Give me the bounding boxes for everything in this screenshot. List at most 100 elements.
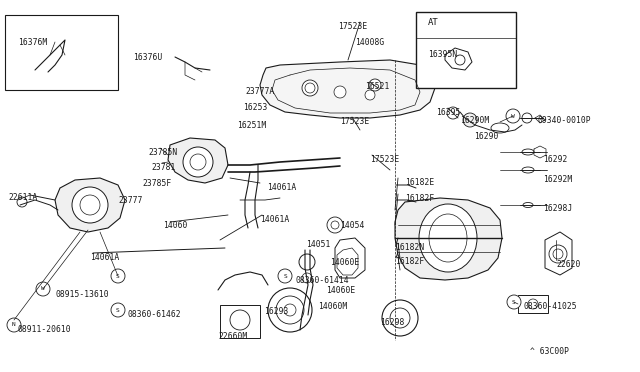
Text: 16182F: 16182F — [395, 257, 424, 266]
Bar — [416, 12, 516, 88]
Ellipse shape — [419, 204, 477, 272]
Text: AT: AT — [428, 18, 439, 27]
Polygon shape — [260, 60, 435, 118]
Text: 08915-13610: 08915-13610 — [55, 290, 109, 299]
Text: 16298: 16298 — [380, 318, 404, 327]
Circle shape — [278, 269, 292, 283]
Circle shape — [334, 86, 346, 98]
Text: 16182F: 16182F — [405, 194, 435, 203]
Text: 16290: 16290 — [474, 132, 499, 141]
Text: S: S — [116, 273, 120, 279]
Text: 22660M: 22660M — [218, 332, 247, 341]
Text: 16376M: 16376M — [18, 38, 47, 47]
Circle shape — [327, 217, 343, 233]
Text: 16395N: 16395N — [428, 50, 457, 59]
Text: 16251M: 16251M — [237, 121, 266, 130]
Text: 16298J: 16298J — [543, 204, 572, 213]
Circle shape — [553, 249, 563, 259]
Circle shape — [302, 80, 318, 96]
Polygon shape — [55, 178, 125, 232]
Text: 17523E: 17523E — [338, 22, 367, 31]
Text: 16253: 16253 — [243, 103, 268, 112]
Text: ^ 63C00P: ^ 63C00P — [530, 347, 569, 356]
Circle shape — [17, 197, 27, 207]
Ellipse shape — [523, 202, 533, 208]
Circle shape — [183, 147, 213, 177]
Text: 14060E: 14060E — [330, 258, 359, 267]
Circle shape — [506, 109, 520, 123]
Bar — [518, 295, 548, 313]
Circle shape — [190, 154, 206, 170]
Text: 23777: 23777 — [118, 196, 142, 205]
Text: 08360-61462: 08360-61462 — [128, 310, 182, 319]
Circle shape — [331, 221, 339, 229]
Circle shape — [382, 300, 418, 336]
Circle shape — [455, 55, 465, 65]
Ellipse shape — [522, 167, 534, 173]
Text: 17523E: 17523E — [340, 117, 369, 126]
Text: 14008G: 14008G — [355, 38, 384, 47]
Text: 23785F: 23785F — [142, 179, 172, 188]
Circle shape — [276, 296, 304, 324]
Circle shape — [230, 310, 250, 330]
Text: 16182E: 16182E — [405, 178, 435, 187]
Text: W: W — [511, 113, 515, 119]
Circle shape — [305, 83, 315, 93]
Polygon shape — [395, 198, 502, 280]
Text: 16182N: 16182N — [395, 243, 424, 252]
Circle shape — [7, 318, 21, 332]
Circle shape — [522, 113, 532, 123]
Text: 14051: 14051 — [306, 240, 330, 249]
Text: S: S — [116, 308, 120, 312]
Text: 16292M: 16292M — [543, 175, 572, 184]
Text: 23785N: 23785N — [148, 148, 177, 157]
Circle shape — [365, 90, 375, 100]
Text: 16376U: 16376U — [133, 53, 163, 62]
Text: 08911-20610: 08911-20610 — [18, 325, 72, 334]
Text: 14061A: 14061A — [260, 215, 289, 224]
Circle shape — [72, 187, 108, 223]
Text: 16521: 16521 — [365, 82, 389, 91]
Ellipse shape — [522, 149, 534, 155]
Circle shape — [302, 273, 312, 283]
Text: 08360-41025: 08360-41025 — [524, 302, 578, 311]
Circle shape — [299, 254, 315, 270]
Circle shape — [390, 308, 410, 328]
Text: 16290M: 16290M — [460, 116, 489, 125]
Circle shape — [528, 299, 538, 309]
Bar — [5, 15, 118, 90]
Circle shape — [549, 245, 567, 263]
Polygon shape — [545, 232, 572, 275]
Text: 14060M: 14060M — [318, 302, 348, 311]
Text: 08360-61414: 08360-61414 — [295, 276, 349, 285]
Text: 16292: 16292 — [543, 155, 568, 164]
Circle shape — [80, 195, 100, 215]
Polygon shape — [337, 248, 358, 275]
Text: S: S — [283, 273, 287, 279]
Polygon shape — [335, 238, 365, 278]
Text: 23777A: 23777A — [245, 87, 275, 96]
Circle shape — [268, 288, 312, 332]
Circle shape — [507, 295, 521, 309]
Text: N: N — [12, 323, 16, 327]
Text: 14054: 14054 — [340, 221, 364, 230]
Ellipse shape — [429, 214, 467, 262]
Circle shape — [111, 303, 125, 317]
Circle shape — [36, 282, 50, 296]
Text: 16293: 16293 — [264, 307, 289, 316]
Text: 16395: 16395 — [436, 108, 460, 117]
Text: 22620: 22620 — [556, 260, 580, 269]
Text: 14060E: 14060E — [326, 286, 355, 295]
Text: W: W — [41, 286, 45, 292]
Text: 14061A: 14061A — [90, 253, 119, 262]
Circle shape — [447, 107, 459, 119]
Polygon shape — [168, 138, 228, 183]
Text: 22611A: 22611A — [8, 193, 37, 202]
Bar — [220, 305, 260, 338]
Circle shape — [463, 113, 477, 127]
Circle shape — [369, 79, 381, 91]
Text: 17523E: 17523E — [370, 155, 399, 164]
Text: 14061A: 14061A — [267, 183, 296, 192]
Text: 23781: 23781 — [151, 163, 175, 172]
Text: 09340-0010P: 09340-0010P — [538, 116, 591, 125]
